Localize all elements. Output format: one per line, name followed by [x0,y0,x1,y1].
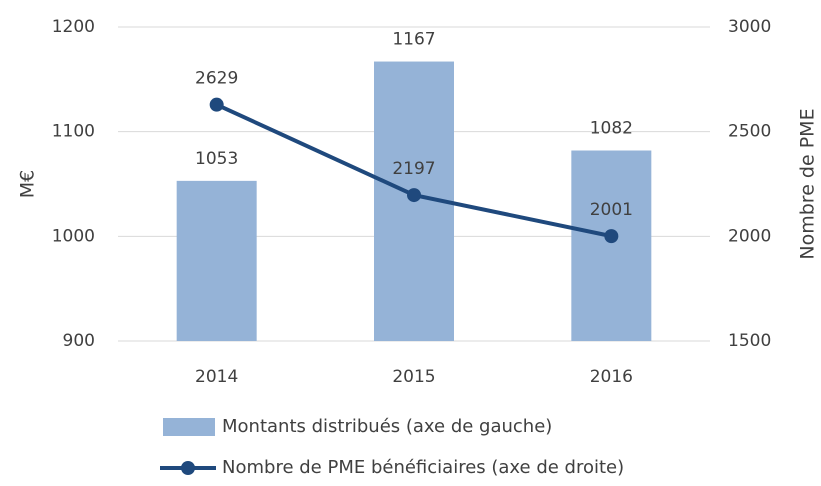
y2-axis-title: Nombre de PME [797,108,819,259]
bar [571,150,652,341]
x-tick-label: 2015 [392,367,435,387]
data-label: 1167 [392,30,435,50]
y-tick-label: 900 [63,331,95,351]
x-tick-label: 2016 [590,367,633,387]
data-label: 2197 [392,159,435,179]
y2-tick-label: 1500 [728,331,771,351]
point [407,188,421,203]
y-tick-label: 1100 [52,122,95,142]
legend-label: Nombre de PME bénéficiaires (axe de droi… [222,457,624,478]
y2-tick-label: 2500 [728,122,771,142]
data-label: 2001 [590,200,633,220]
data-label: 1082 [590,119,633,139]
bar [176,180,257,341]
y-axis-title: M€ [17,170,39,198]
data-label: 1053 [195,149,238,169]
point [209,97,224,112]
y2-tick-label: 2000 [728,226,771,246]
legend-marker [181,461,195,475]
y-tick-label: 1000 [52,226,95,246]
point [604,229,619,244]
data-label: 2629 [195,69,238,89]
legend-swatch [163,418,215,436]
y-tick-label: 1200 [52,17,95,37]
y2-tick-label: 3000 [728,17,771,37]
legend-label: Montants distribués (axe de gauche) [222,416,552,437]
x-tick-label: 2014 [195,367,238,387]
